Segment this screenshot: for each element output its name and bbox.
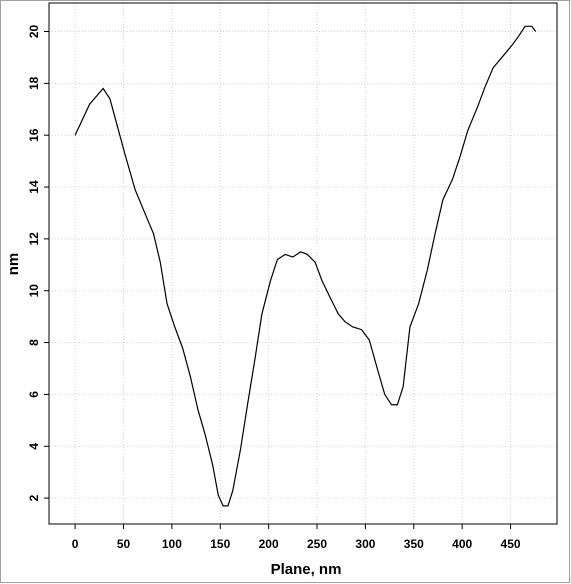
x-axis-label: Plane, nm xyxy=(271,561,342,578)
x-tick-label: 350 xyxy=(404,537,424,551)
x-tick-label: 150 xyxy=(210,537,230,551)
profile-line xyxy=(74,25,537,507)
y-tick-label: 4 xyxy=(27,443,41,450)
x-tick-label: 0 xyxy=(72,537,79,551)
x-tick-label: 200 xyxy=(259,537,279,551)
y-axis-label: nm xyxy=(5,253,22,276)
y-tick-label: 12 xyxy=(27,232,41,246)
y-tick-label: 16 xyxy=(27,128,41,142)
y-tick-label: 20 xyxy=(27,25,41,39)
x-tick-label: 50 xyxy=(117,537,131,551)
x-tick-label: 400 xyxy=(452,537,472,551)
plot-area xyxy=(48,2,558,525)
y-tick-label: 6 xyxy=(27,391,41,398)
x-tick-label: 250 xyxy=(307,537,327,551)
x-tick-label: 450 xyxy=(501,537,521,551)
x-tick-label: 300 xyxy=(355,537,375,551)
y-tick-label: 8 xyxy=(27,339,41,346)
y-tick-label: 14 xyxy=(27,180,41,194)
y-tick-label: 10 xyxy=(27,284,41,298)
y-tick-label: 2 xyxy=(27,494,41,501)
x-tick-label: 100 xyxy=(162,537,182,551)
y-tick-label: 18 xyxy=(27,76,41,90)
